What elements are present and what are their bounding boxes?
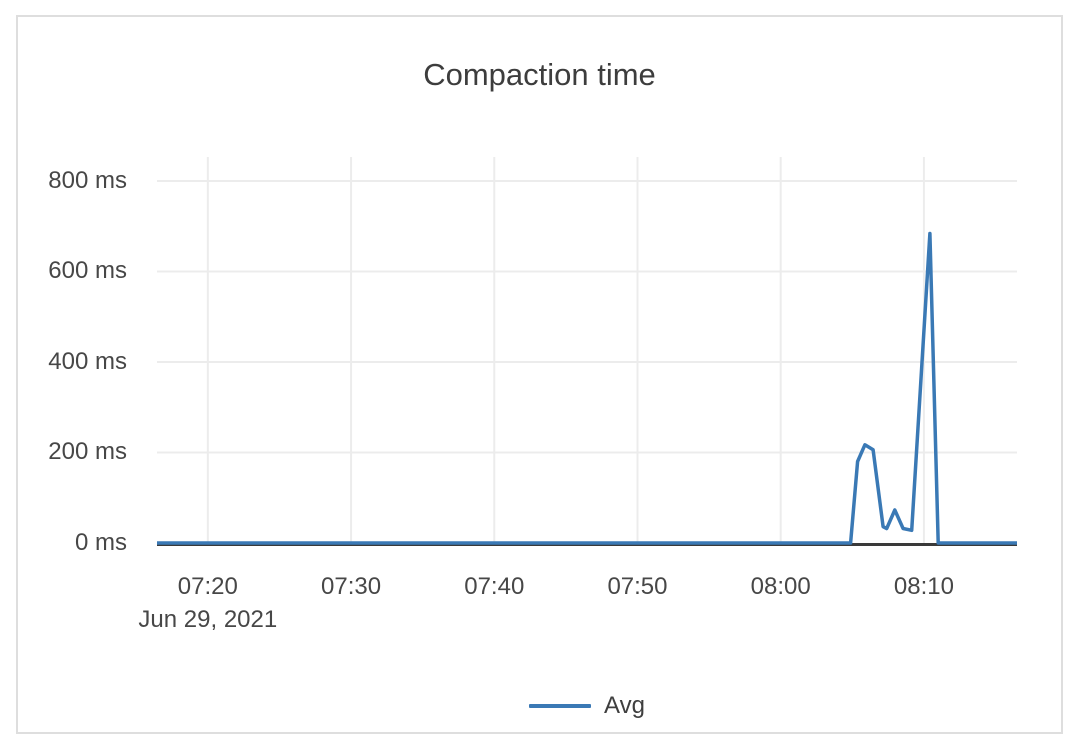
legend-label: Avg	[604, 692, 645, 719]
y-tick-label: 0 ms	[74, 529, 127, 556]
legend-item-avg[interactable]: Avg	[157, 691, 1017, 721]
x-axis-date-label: Jun 29, 2021	[138, 606, 278, 633]
legend-line-swatch	[529, 704, 592, 708]
y-tick-label: 600 ms	[48, 257, 127, 285]
x-tick-label: 08:00	[750, 573, 811, 600]
y-tick-label: 200 ms	[48, 438, 127, 466]
y-tick-label: 800 ms	[48, 166, 127, 194]
chart-title: Compaction time	[423, 57, 656, 92]
x-tick-label: 07:30	[321, 573, 382, 600]
x-tick-label: 07:50	[607, 573, 668, 600]
series-line-avg	[157, 231, 1017, 545]
x-tick-label: 07:20	[177, 573, 238, 600]
x-tick-label: 07:40	[464, 573, 525, 600]
x-tick-label: 08:10	[893, 573, 954, 600]
y-tick-label: 400 ms	[48, 347, 127, 375]
chart-card	[16, 15, 1063, 734]
